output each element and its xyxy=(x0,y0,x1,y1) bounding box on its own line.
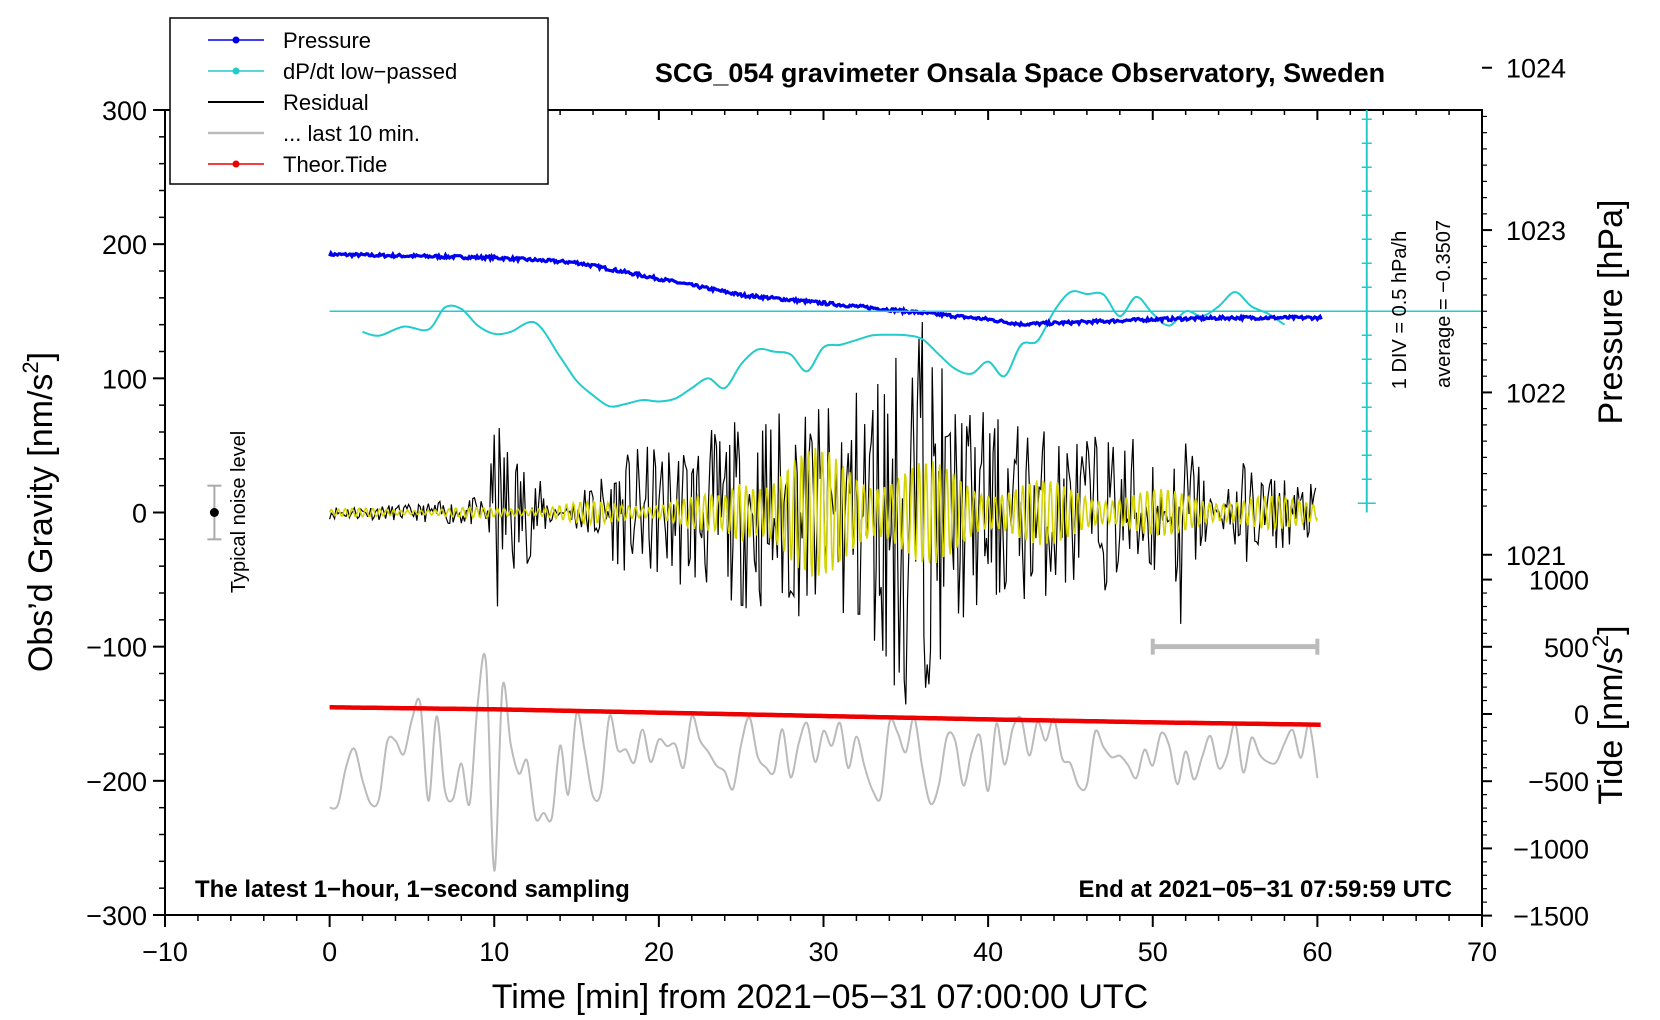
tide-tick-label: −1500 xyxy=(1513,902,1589,932)
svg-text:Theor.Tide: Theor.Tide xyxy=(283,152,387,177)
y-axis-left: 300 200 100 0 −100 −200 −300 xyxy=(86,96,165,931)
filtered-residual-series xyxy=(328,447,1319,577)
pressure-line xyxy=(328,249,1323,328)
chart-title: SCG_054 gravimeter Onsala Space Observat… xyxy=(655,58,1385,88)
y-tick-label: −100 xyxy=(86,633,147,663)
x-tick-label: 50 xyxy=(1138,937,1168,967)
pressure-tick-label: 1021 xyxy=(1506,541,1566,571)
x-tick-label: 20 xyxy=(644,937,674,967)
x-tick-label: −10 xyxy=(142,937,188,967)
pressure-tick-label: 1024 xyxy=(1506,54,1566,84)
svg-text:Pressure: Pressure xyxy=(283,28,371,53)
end-time-note: End at 2021−05−31 07:59:59 UTC xyxy=(1078,876,1452,903)
filtered-residual-line xyxy=(328,447,1319,577)
theor-tide-series xyxy=(329,705,1321,727)
pressure-tick-label: 1022 xyxy=(1506,378,1566,408)
x-tick-label: 40 xyxy=(973,937,1003,967)
tide-axis-label: Tide [nm/s2] xyxy=(1588,625,1630,804)
sampling-note: The latest 1−hour, 1−second sampling xyxy=(195,876,630,903)
tide-tick-label: −500 xyxy=(1528,767,1589,797)
tide-tick-label: 0 xyxy=(1574,700,1589,730)
noise-marker xyxy=(207,484,222,541)
x-tick-label: 70 xyxy=(1467,937,1497,967)
x-axis: −10 0 10 20 30 40 50 60 70 xyxy=(142,110,1497,967)
y-axis-pressure: 1024 1023 1022 1021 xyxy=(1482,54,1566,571)
last10-line xyxy=(329,652,1319,872)
dpdt-average-label: average = −0.3507 xyxy=(1433,220,1455,388)
tide-tick-label: −1000 xyxy=(1513,834,1589,864)
legend-entry-pressure: Pressure xyxy=(208,28,371,53)
y-tick-label: 0 xyxy=(132,499,147,529)
last10-marker xyxy=(1150,638,1320,655)
dpdt-scale-bar xyxy=(329,110,1481,513)
x-tick-label: 30 xyxy=(808,937,838,967)
legend-entry-dpdt: dP/dt low−passed xyxy=(208,59,457,84)
y-tick-label: −200 xyxy=(86,767,147,797)
noise-level-label: Typical noise level xyxy=(228,431,250,593)
pressure-axis-label: Pressure [hPa] xyxy=(1592,200,1630,425)
svg-text:Residual: Residual xyxy=(283,90,369,115)
svg-text:... last 10 min.: ... last 10 min. xyxy=(283,121,420,146)
legend: Pressure dP/dt low−passed Residual ... l… xyxy=(169,17,549,185)
legend-entry-residual: Residual xyxy=(208,90,369,115)
y-tick-label: 100 xyxy=(102,364,147,394)
noise-dot xyxy=(209,508,219,517)
pressure-tick-label: 1023 xyxy=(1506,216,1566,246)
dpdt-div-label: 1 DIV = 0.5 hPa/h xyxy=(1389,231,1411,389)
tide-tick-label: 1000 xyxy=(1529,566,1589,596)
tide-tick-label: 500 xyxy=(1544,633,1589,663)
legend-entry-tide: Theor.Tide xyxy=(208,152,387,177)
tide-line xyxy=(329,705,1321,727)
dpdt-series xyxy=(362,290,1286,408)
x-tick-label: 10 xyxy=(479,937,509,967)
x-tick-label: 0 xyxy=(322,937,337,967)
y-tick-label: 300 xyxy=(102,96,147,126)
y-tick-label: 200 xyxy=(102,230,147,260)
pressure-series xyxy=(328,249,1323,328)
y-tick-label: −300 xyxy=(86,901,147,931)
svg-text:dP/dt low−passed: dP/dt low−passed xyxy=(283,59,457,84)
last-10-min-series xyxy=(329,652,1319,872)
legend-entry-last10: ... last 10 min. xyxy=(208,121,420,146)
y-axis-tide: 1000 500 0 −500 −1000 −1500 xyxy=(1482,566,1589,932)
x-tick-label: 60 xyxy=(1302,937,1332,967)
x-axis-label: Time [min] from 2021−05−31 07:00:00 UTC xyxy=(492,978,1148,1016)
y-axis-label: Obs’d Gravity [nm/s2] xyxy=(18,352,60,672)
dpdt-line xyxy=(362,290,1286,408)
